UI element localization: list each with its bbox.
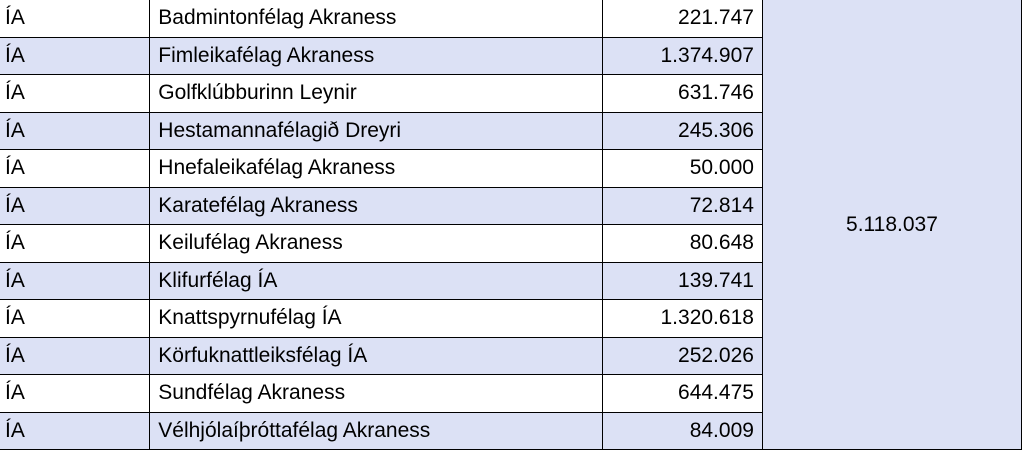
table-row: ÍA Keilufélag Akraness 80.648 (0, 224, 1022, 263)
club-name-cell[interactable]: Hnefaleikafélag Akraness (149, 149, 604, 188)
total-cell[interactable]: 5.118.037 (761, 0, 1023, 450)
club-name-cell[interactable]: Sundfélag Akraness (149, 374, 604, 413)
club-name-cell[interactable]: Badmintonfélag Akraness (149, 0, 604, 38)
code-cell[interactable]: ÍA (0, 374, 151, 413)
table-row: ÍA Karatefélag Akraness 72.814 (0, 186, 1022, 225)
club-name-cell[interactable]: Golfklúbburinn Leynir (149, 74, 604, 113)
amount-cell[interactable]: 252.026 (602, 336, 763, 375)
table-row: ÍA Vélhjólaíþróttafélag Akraness 84.009 (0, 411, 1022, 450)
table-row: ÍA Knattspyrnufélag ÍA 1.320.618 (0, 299, 1022, 338)
amount-cell[interactable]: 72.814 (602, 186, 763, 225)
table-row: ÍA Hestamannafélagið Dreyri 245.306 (0, 111, 1022, 150)
code-cell[interactable]: ÍA (0, 299, 151, 338)
club-name-cell[interactable]: Körfuknattleiksfélag ÍA (149, 336, 604, 375)
code-cell[interactable]: ÍA (0, 0, 151, 38)
club-name-cell[interactable]: Knattspyrnufélag ÍA (149, 299, 604, 338)
table-row: ÍA Klifurfélag ÍA 139.741 (0, 261, 1022, 300)
club-name-cell[interactable]: Keilufélag Akraness (149, 224, 604, 263)
club-name-cell[interactable]: Vélhjólaíþróttafélag Akraness (149, 411, 604, 450)
code-cell[interactable]: ÍA (0, 149, 151, 188)
code-cell[interactable]: ÍA (0, 336, 151, 375)
table-row: ÍA Golfklúbburinn Leynir 631.746 (0, 74, 1022, 113)
amount-cell[interactable]: 84.009 (602, 411, 763, 450)
code-cell[interactable]: ÍA (0, 186, 151, 225)
amount-cell[interactable]: 1.374.907 (602, 36, 763, 75)
club-name-cell[interactable]: Klifurfélag ÍA (149, 261, 604, 300)
amount-cell[interactable]: 245.306 (602, 111, 763, 150)
amount-cell[interactable]: 1.320.618 (602, 299, 763, 338)
table-row: ÍA Körfuknattleiksfélag ÍA 252.026 (0, 336, 1022, 375)
amount-cell[interactable]: 644.475 (602, 374, 763, 413)
code-cell[interactable]: ÍA (0, 36, 151, 75)
amount-cell[interactable]: 631.746 (602, 74, 763, 113)
amount-cell[interactable]: 50.000 (602, 149, 763, 188)
code-cell[interactable]: ÍA (0, 411, 151, 450)
table-row: ÍA Fimleikafélag Akraness 1.374.907 (0, 36, 1022, 75)
code-cell[interactable]: ÍA (0, 261, 151, 300)
club-name-cell[interactable]: Karatefélag Akraness (149, 186, 604, 225)
code-cell[interactable]: ÍA (0, 74, 151, 113)
club-name-cell[interactable]: Hestamannafélagið Dreyri (149, 111, 604, 150)
amount-cell[interactable]: 80.648 (602, 224, 763, 263)
code-cell[interactable]: ÍA (0, 111, 151, 150)
club-name-cell[interactable]: Fimleikafélag Akraness (149, 36, 604, 75)
amount-cell[interactable]: 221.747 (602, 0, 763, 38)
amount-cell[interactable]: 139.741 (602, 261, 763, 300)
code-cell[interactable]: ÍA (0, 224, 151, 263)
